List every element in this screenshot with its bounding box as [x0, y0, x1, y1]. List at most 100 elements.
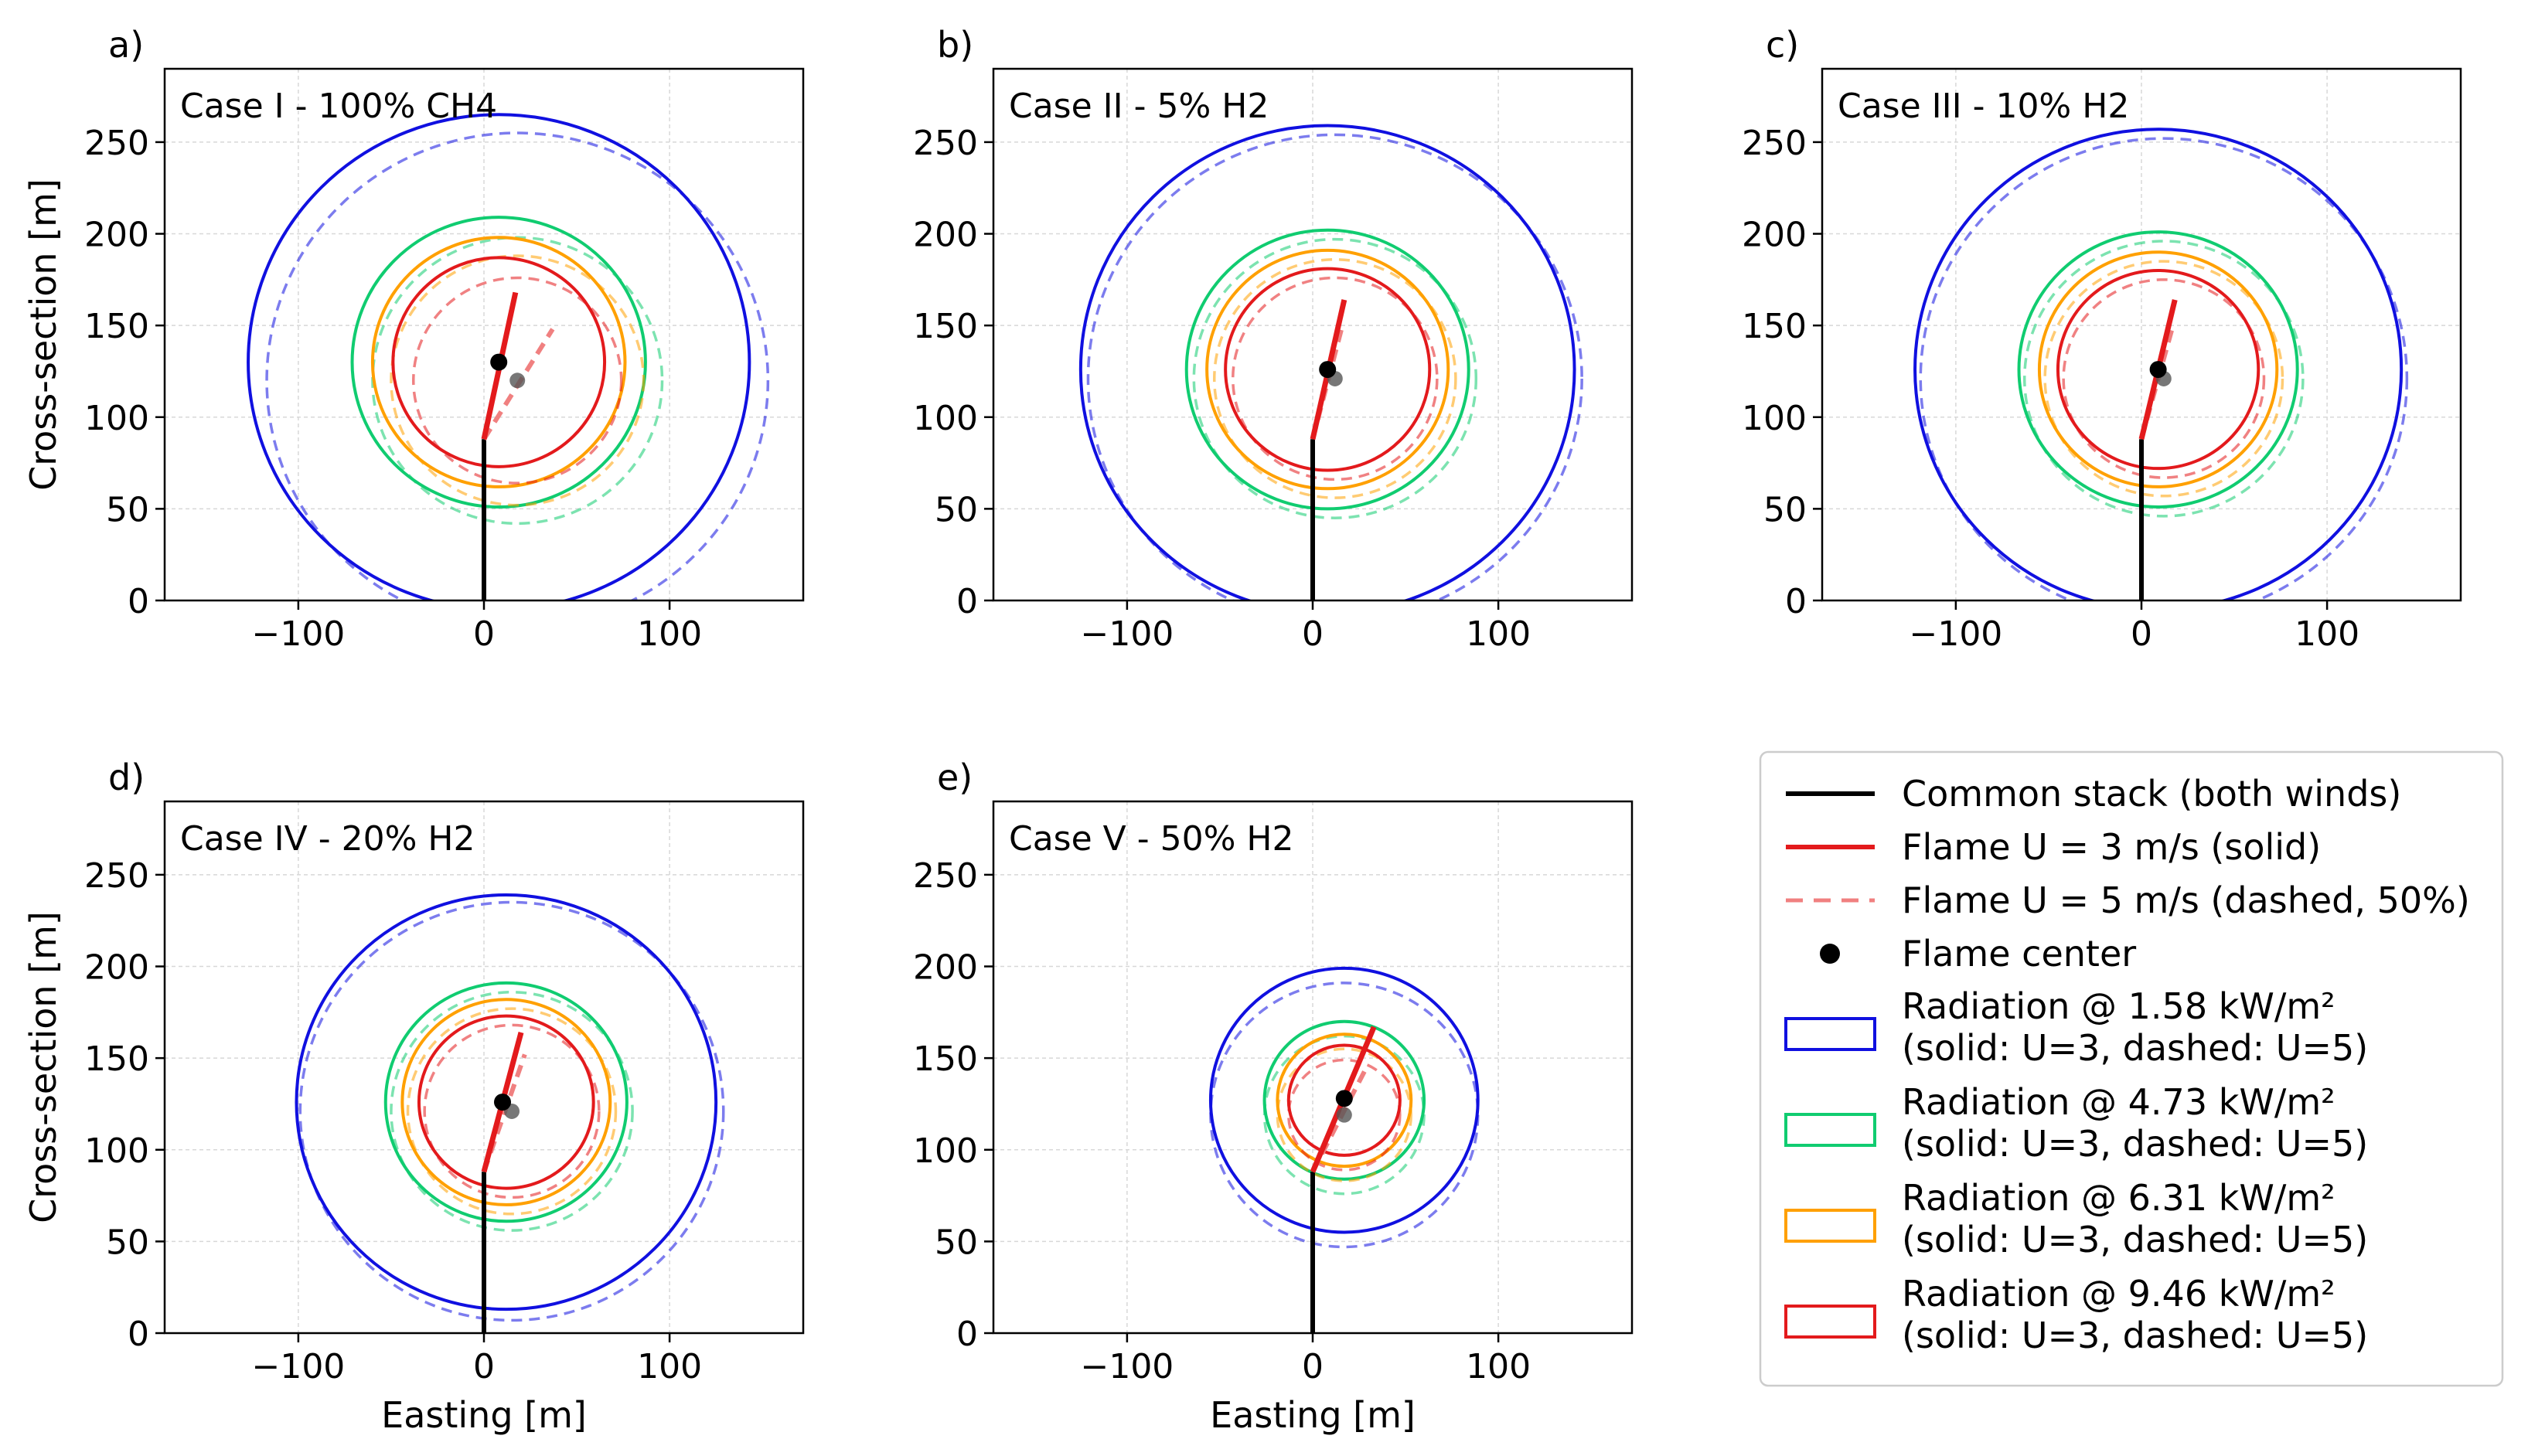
y-tick-label: 250: [1742, 124, 1807, 163]
x-tick-label: 100: [1466, 614, 1531, 654]
panel-label: d): [108, 757, 145, 798]
radiation-contour-dashed: [412, 276, 623, 485]
legend-r946-sublabel: (solid: U=3, dashed: U=5): [1902, 1315, 2368, 1356]
plot-area: [295, 893, 725, 1333]
y-tick-label: 150: [913, 1039, 978, 1079]
x-tick-label: −100: [1080, 614, 1174, 654]
y-tick-label: 200: [1742, 216, 1807, 255]
radiation-contour-solid: [400, 998, 612, 1206]
x-axis-label: Easting [m]: [1210, 1394, 1416, 1436]
ticks: −100 0 100 0 50 100 150 200 250: [1742, 124, 2359, 654]
x-tick-label: −100: [1909, 614, 2002, 654]
legend-r631-label: Radiation @ 6.31 kW/m²: [1902, 1177, 2335, 1219]
radiation-contour-solid: [350, 216, 647, 509]
flame-center-marker-dashed: [1336, 1107, 1352, 1123]
x-tick-label: 0: [1302, 1347, 1324, 1386]
legend-r946-label: Radiation @ 9.46 kW/m²: [1902, 1273, 2335, 1315]
radiation-contour-solid: [1224, 267, 1432, 472]
y-tick-label: 200: [84, 216, 149, 255]
x-axis-label: Easting [m]: [381, 1394, 587, 1436]
radiation-contour-solid: [1262, 1019, 1426, 1181]
x-tick-label: 0: [2131, 614, 2152, 654]
radiation-contour-dashed: [390, 990, 634, 1232]
y-tick-label: 200: [913, 948, 978, 988]
x-tick-label: 0: [1302, 614, 1324, 654]
panel-title: Case V - 50% H2: [1009, 819, 1293, 859]
x-tick-label: 100: [637, 614, 702, 654]
panel-label: a): [108, 24, 144, 66]
flame-center-marker: [1319, 361, 1337, 379]
radiation-contour-solid: [1184, 228, 1470, 511]
radiation-contour-solid: [247, 113, 751, 600]
radiation-contour-dashed: [2022, 240, 2305, 518]
legend-r158-patch: [1784, 1017, 1876, 1051]
x-tick-label: −100: [1080, 1347, 1174, 1386]
y-tick-label: 50: [935, 1223, 978, 1262]
legend-flame-dashed-label: Flame U = 5 m/s (dashed, 50%): [1902, 879, 2470, 921]
y-tick-label: 250: [84, 124, 149, 163]
radiation-contour-solid: [1913, 128, 2404, 600]
radiation-contour-solid: [391, 256, 607, 468]
panel-title: Case II - 5% H2: [1009, 87, 1269, 126]
y-tick-label: 200: [84, 948, 149, 988]
radiation-contour-dashed: [2062, 278, 2266, 479]
y-tick-label: 50: [106, 1223, 149, 1262]
radiation-contour-solid: [383, 981, 629, 1223]
y-axis-label: Cross-section [m]: [22, 911, 64, 1223]
y-tick-label: 100: [84, 1131, 149, 1171]
radiation-contour-solid: [1208, 966, 1480, 1234]
x-tick-label: −100: [251, 1347, 345, 1386]
y-tick-label: 0: [956, 1315, 978, 1354]
grid: [993, 801, 1632, 1334]
radiation-contour-solid: [1078, 124, 1576, 600]
radiation-contour-dashed: [1192, 237, 1478, 519]
y-tick-label: 250: [913, 856, 978, 896]
panel-label: e): [937, 757, 973, 798]
radiation-contour-solid: [1205, 248, 1450, 491]
radiation-contour-solid: [295, 893, 718, 1311]
panel-title: Case I - 100% CH4: [180, 87, 497, 126]
ticks: −100 0 100 0 50 100 150 200 250: [913, 124, 1531, 654]
y-tick-label: 100: [913, 399, 978, 438]
y-tick-label: 150: [84, 1039, 149, 1079]
radiation-contour-solid: [370, 236, 627, 488]
radiation-contour-dashed: [423, 1023, 601, 1199]
radiation-contour-solid: [2037, 250, 2279, 488]
legend-r631-sublabel: (solid: U=3, dashed: U=5): [1902, 1219, 2368, 1260]
radiation-contour-solid: [417, 1014, 595, 1190]
legend-r473-patch: [1784, 1113, 1876, 1147]
radiation-contour-dashed: [406, 1007, 618, 1216]
y-tick-label: 0: [1785, 582, 1807, 621]
y-tick-label: 100: [84, 399, 149, 438]
legend-center-label: Flame center: [1902, 933, 2136, 975]
x-tick-label: 0: [473, 1347, 495, 1386]
radiation-contour-solid: [2017, 230, 2299, 509]
y-tick-label: 250: [84, 856, 149, 896]
y-tick-label: 50: [935, 490, 978, 529]
radiation-contour-dashed: [1232, 276, 1439, 481]
radiation-contour-dashed: [1086, 133, 1583, 600]
radiation-contour-dashed: [265, 131, 770, 600]
legend: Common stack (both winds) Flame U = 3 m/…: [1759, 750, 2504, 1387]
x-tick-label: 100: [1466, 1347, 1531, 1386]
radiation-contour-solid: [2056, 268, 2261, 471]
radiation-contour-dashed: [1919, 137, 2409, 600]
legend-flame-solid-label: Flame U = 3 m/s (solid): [1902, 826, 2321, 868]
radiation-contour-solid: [1286, 1043, 1402, 1157]
legend-frame: [1759, 750, 2504, 1387]
y-tick-label: 0: [128, 1315, 149, 1354]
plot-area: [1078, 124, 1583, 600]
y-tick-label: 0: [956, 582, 978, 621]
radiation-contour-dashed: [1287, 1058, 1402, 1172]
panel-d: −100 0 100 0 50 100 150 200 250 Case IV - 20% H2…: [22, 757, 805, 1436]
radiation-contour-dashed: [390, 254, 646, 507]
panel-label: b): [937, 24, 973, 66]
panel-c: −100 0 100 0 50 100 150 200 250 Case III - 10% H…: [1742, 24, 2462, 654]
panel-title: Case IV - 20% H2: [180, 819, 475, 859]
radiation-contour-dashed: [298, 900, 725, 1322]
ticks: −100 0 100 0 50 100 150 200 250: [913, 856, 1531, 1386]
x-tick-label: 0: [473, 614, 495, 654]
flame-center-marker: [494, 1094, 512, 1111]
